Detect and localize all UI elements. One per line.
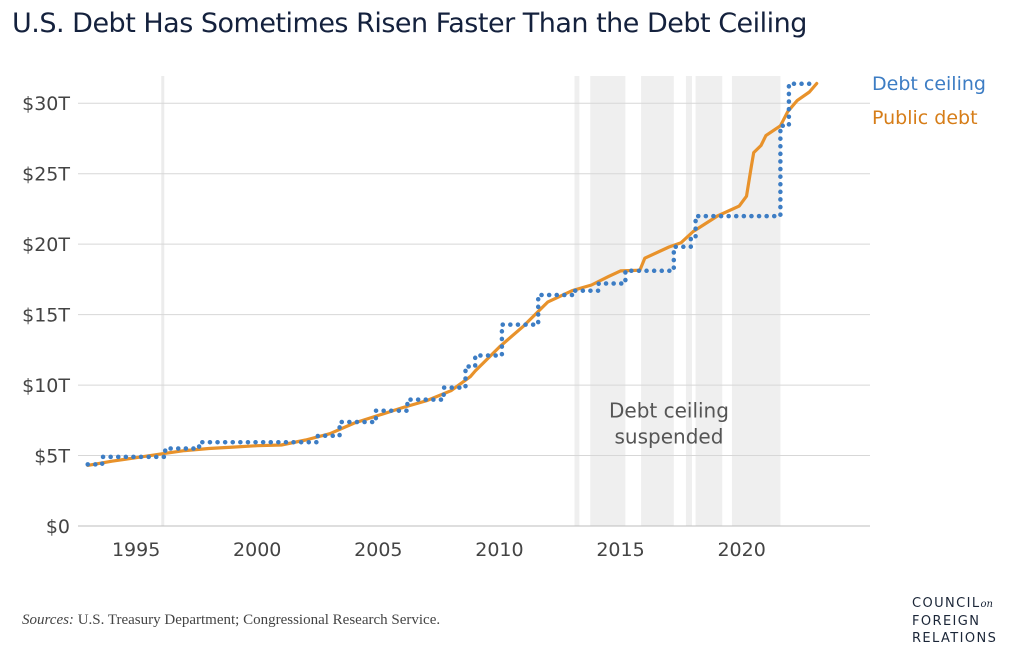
suspended-band <box>590 76 626 526</box>
annotation-line1: Debt ceiling <box>609 398 729 422</box>
legend: Debt ceiling Public debt <box>872 73 986 129</box>
legend-debt-ceiling: Debt ceiling <box>872 73 986 95</box>
legend-public-debt: Public debt <box>872 107 978 129</box>
logo-line1: COUNCIL <box>912 596 981 611</box>
y-tick-label: $20T <box>22 234 70 256</box>
suspended-band <box>574 76 580 526</box>
source-text: U.S. Treasury Department; Congressional … <box>73 612 441 628</box>
logo-line1-small: on <box>980 599 993 610</box>
suspended-band <box>731 76 781 526</box>
source-note: Sources: U.S. Treasury Department; Congr… <box>22 612 440 629</box>
public-debt-line <box>86 81 819 467</box>
annotation-line2: suspended <box>615 424 724 448</box>
y-tick-label: $0 <box>46 516 70 538</box>
suspension-shading <box>574 76 781 526</box>
x-tick-label: 2005 <box>354 539 402 561</box>
x-tick-label: 1995 <box>112 539 160 561</box>
y-tick-label: $30T <box>22 93 70 115</box>
series-lines <box>85 81 819 467</box>
x-tick-label: 2015 <box>596 539 644 561</box>
x-axis-labels: 1995 2000 2005 2010 2015 2020 <box>112 539 766 561</box>
logo-line3: RELATIONS <box>912 631 998 646</box>
suspended-band <box>685 76 692 526</box>
x-tick-label: 2010 <box>475 539 523 561</box>
source-prefix: Sources: <box>22 612 74 628</box>
y-axis-labels: $0 $5T $10T $15T $20T $25T $30T <box>22 93 70 538</box>
logo-line2: FOREIGN <box>912 614 981 629</box>
suspended-band <box>695 76 723 526</box>
suspended-band <box>641 76 674 526</box>
x-tick-label: 2000 <box>233 539 281 561</box>
gridlines <box>78 76 870 527</box>
y-tick-label: $5T <box>34 446 70 468</box>
y-tick-label: $25T <box>22 164 70 186</box>
chart-title: U.S. Debt Has Sometimes Risen Faster Tha… <box>12 8 807 39</box>
debt-ceiling-line <box>85 81 817 467</box>
y-tick-label: $15T <box>22 305 70 327</box>
cfr-logo: COUNCILon FOREIGN RELATIONS <box>912 595 1022 647</box>
x-tick-label: 2020 <box>717 539 765 561</box>
y-tick-label: $10T <box>22 375 70 397</box>
